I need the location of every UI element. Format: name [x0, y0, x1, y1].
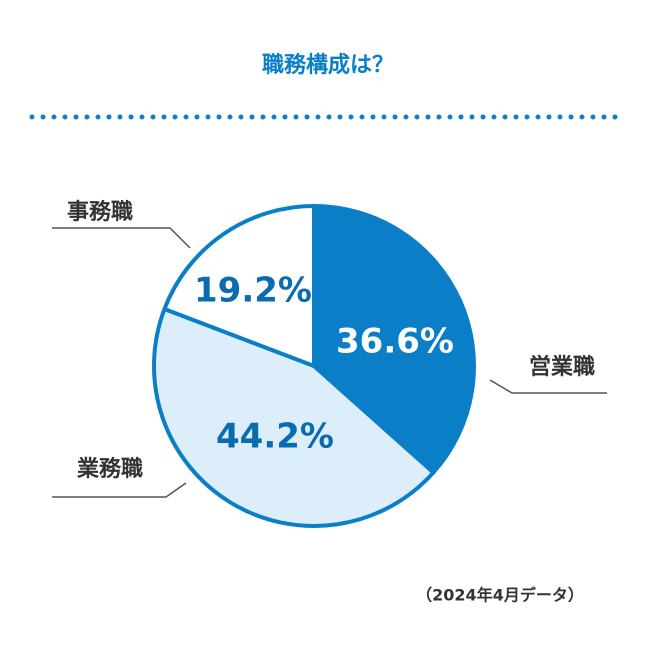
pie-slice: [152, 306, 436, 529]
value-label: 19.2%: [194, 271, 312, 311]
value-label: 36.6%: [336, 322, 454, 362]
pie-slice: [312, 204, 476, 475]
value-label: 44.2%: [216, 417, 334, 457]
category-label: 営業職: [529, 354, 595, 380]
leader-line: [52, 227, 191, 249]
category-label: 事務職: [67, 199, 133, 225]
chart-title: 職務構成は？: [262, 52, 394, 78]
category-label: 業務職: [77, 456, 143, 482]
pie-slice: [162, 204, 316, 368]
leader-line: [52, 482, 187, 498]
note: （2024年4月データ）: [416, 586, 584, 605]
leader-line: [489, 379, 607, 394]
